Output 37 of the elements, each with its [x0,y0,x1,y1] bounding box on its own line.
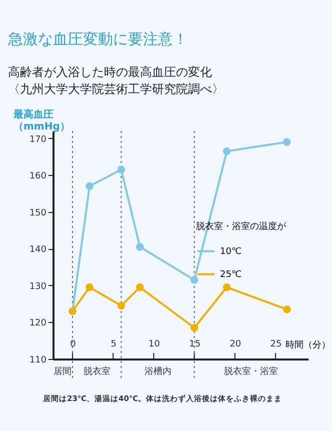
text: 脱衣室・浴室 [224,366,278,377]
x-tick-label: 0 [70,340,76,350]
y-tick-label: 150 [29,208,47,218]
chart-subtitle: 高齢者が入浴した時の最高血圧の変化 [8,65,212,79]
point [86,283,94,292]
x-axis-title: 時間（分） [286,340,330,350]
y-tick-label: 140 [29,245,47,256]
point [222,283,231,292]
legend-label: 25℃ [220,270,242,280]
legend-title: 脱衣室・浴室の温度が [196,221,287,232]
x-tick-label: 25 [270,340,282,350]
x-tick-label: 20 [230,340,242,350]
point [136,283,144,292]
x-tick-label: 15 [189,340,201,350]
text: 居間 [54,366,72,377]
point [190,276,198,284]
y-tick-label: 130 [29,282,47,292]
legend-label: 10℃ [220,247,242,258]
point [117,302,126,310]
y-tick-label: 120 [29,318,47,329]
y-axis-title: 最高血圧（mmHg） [12,108,70,132]
point [117,166,126,174]
point [190,324,198,332]
point [222,147,231,156]
text: 浴槽内 [144,366,172,377]
point [86,182,94,190]
point [283,138,291,146]
y-tick-label: 110 [29,356,47,366]
y-tick-label: 160 [29,172,47,182]
point [283,305,291,314]
chart-title: 急激な血圧変動に要注意！ [7,30,188,48]
text: 〈九州大学大学院芸術工学研究院調べ〉 [8,82,224,96]
x-tick-label: 5 [110,340,116,350]
y-tick-label: 170 [29,134,47,145]
point [136,242,144,251]
x-tick-label: 10 [148,340,160,350]
text: 脱衣室 [83,366,110,377]
